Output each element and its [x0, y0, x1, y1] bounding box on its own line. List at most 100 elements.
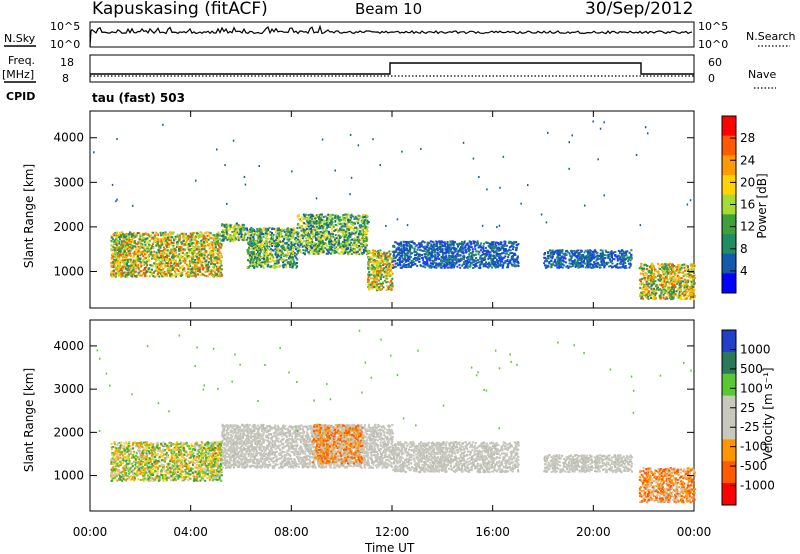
range-cell	[344, 245, 347, 248]
range-cell	[234, 224, 236, 227]
range-cell	[469, 263, 472, 266]
range-cell	[323, 242, 326, 244]
range-cell	[377, 279, 380, 282]
range-cell	[349, 244, 352, 247]
range-cell	[280, 252, 283, 255]
range-cell	[402, 264, 405, 267]
range-cell	[467, 258, 470, 261]
range-cell	[298, 226, 301, 229]
range-cell	[391, 277, 394, 280]
range-cell	[341, 225, 344, 228]
range-cell	[381, 253, 384, 255]
range-cell	[150, 251, 153, 254]
range-cell	[349, 219, 352, 222]
range-cell	[329, 214, 332, 217]
range-cell	[386, 281, 389, 283]
range-cell	[177, 237, 180, 240]
range-cell	[425, 263, 428, 266]
range-cell	[379, 275, 382, 278]
range-cell	[430, 243, 433, 246]
range-cell	[263, 233, 266, 236]
range-cell	[499, 260, 502, 263]
range-cell	[214, 268, 217, 271]
range-cell	[375, 264, 378, 267]
range-cell	[379, 265, 382, 268]
range-cell	[384, 262, 387, 265]
range-cell	[332, 242, 335, 244]
range-cell	[163, 272, 165, 275]
range-cell	[414, 263, 417, 266]
range-cell	[492, 258, 495, 261]
range-cell	[385, 260, 388, 263]
range-cell	[428, 266, 431, 269]
range-cell	[367, 283, 370, 286]
range-cell	[385, 264, 388, 266]
range-cell	[248, 238, 251, 241]
range-cell	[125, 239, 128, 242]
range-cell	[231, 234, 234, 237]
range-cell	[228, 234, 231, 236]
range-cell	[163, 263, 166, 266]
range-cell	[145, 266, 148, 269]
range-cell	[211, 244, 214, 247]
range-cell	[262, 264, 265, 267]
nsky-frame	[89, 21, 695, 48]
range-cell	[251, 245, 253, 248]
range-cell	[369, 261, 372, 264]
range-cell	[172, 232, 175, 235]
range-cell	[221, 239, 224, 242]
range-cell	[129, 258, 132, 261]
range-cell	[260, 264, 263, 267]
range-cell	[123, 259, 126, 261]
range-cell	[318, 213, 321, 216]
range-cell	[321, 228, 324, 231]
nsky-tick-hi: 10^5	[50, 20, 80, 33]
range-cell	[137, 241, 140, 244]
range-cell	[353, 242, 356, 244]
range-cell	[220, 255, 223, 258]
range-cell	[233, 233, 236, 236]
range-cell	[353, 238, 356, 241]
range-cell	[165, 237, 168, 239]
range-cell	[189, 268, 192, 271]
range-cell	[225, 236, 227, 239]
range-cell	[427, 253, 430, 256]
range-cell	[426, 246, 428, 249]
range-cell	[132, 268, 135, 271]
range-cell	[163, 240, 166, 243]
range-cell	[344, 219, 347, 222]
range-cell	[229, 240, 232, 243]
range-cell	[389, 257, 392, 260]
range-cell	[474, 253, 477, 256]
range-cell	[217, 268, 220, 271]
range-cell	[502, 245, 505, 248]
range-cell	[166, 267, 169, 270]
range-cell	[174, 264, 177, 267]
range-cell	[377, 256, 380, 259]
range-cell	[387, 268, 390, 271]
range-cell	[315, 238, 318, 241]
range-cell	[169, 273, 172, 276]
range-cell	[286, 227, 289, 230]
range-cell	[169, 265, 172, 268]
range-cell	[300, 243, 303, 246]
range-cell	[399, 261, 401, 264]
range-cell	[291, 254, 293, 257]
range-cell	[278, 242, 281, 245]
range-cell	[379, 261, 382, 264]
range-cell	[212, 252, 215, 255]
range-cell	[123, 261, 126, 264]
range-cell	[220, 243, 223, 246]
range-cell	[158, 266, 161, 268]
range-cell	[115, 257, 118, 260]
range-cell	[123, 240, 126, 243]
range-cell	[241, 223, 244, 226]
range-cell	[250, 226, 253, 229]
range-cell	[390, 283, 393, 286]
range-cell	[392, 254, 395, 257]
range-cell	[169, 268, 172, 271]
range-cell	[386, 274, 389, 277]
range-cell	[282, 240, 285, 243]
range-cell	[271, 255, 274, 258]
range-cell	[288, 256, 291, 259]
